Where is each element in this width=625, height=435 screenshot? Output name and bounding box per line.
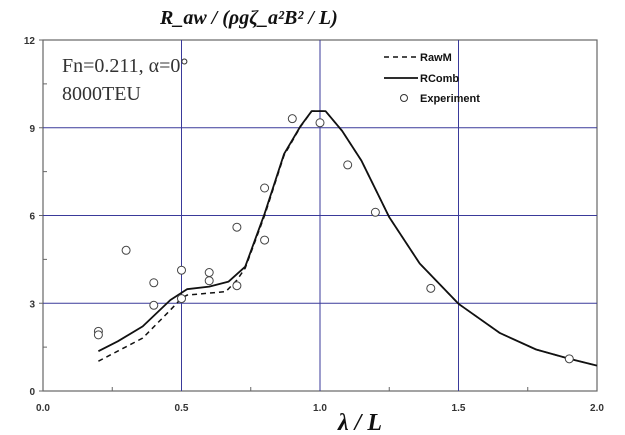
y-tick-label: 9 — [29, 124, 35, 135]
x-tick-label: 0.5 — [175, 403, 189, 414]
experiment-point — [260, 183, 270, 193]
experiment-point — [93, 330, 103, 340]
experiment-point — [149, 278, 159, 288]
experiment-point — [426, 283, 436, 293]
legend: RawM RComb Experiment — [384, 52, 480, 105]
series — [93, 110, 598, 367]
experiment-point — [204, 276, 214, 286]
rcomb-line — [97, 110, 598, 367]
y-tick-label: 6 — [29, 212, 35, 223]
annotation-ship: 8000TEU — [62, 83, 141, 105]
experiment-point — [177, 294, 186, 304]
experiment-point — [315, 118, 325, 128]
legend-rcomb-label: RComb — [420, 73, 459, 85]
x-tick-label: 1.0 — [313, 403, 327, 414]
annotation-fn: Fn=0.211, α=0° — [62, 55, 188, 77]
legend-experiment-marker — [400, 94, 408, 102]
x-tick-label: 1.5 — [452, 403, 466, 414]
experiment-point — [204, 268, 214, 278]
experiment-point — [149, 300, 159, 310]
experiment-point — [260, 235, 270, 245]
experiment-point — [232, 222, 242, 232]
chart-title: R_aw / (ρgζ_a²B² / L) — [159, 7, 338, 29]
x-tick-label: 2.0 — [590, 403, 604, 414]
x-axis-label: λ / L — [337, 410, 382, 435]
legend-experiment-label: Experiment — [420, 93, 480, 105]
y-tick-label: 12 — [24, 36, 36, 47]
legend-rawm-label: RawM — [420, 52, 452, 64]
experiment-point — [564, 354, 574, 364]
x-tick-label: 0.0 — [36, 403, 50, 414]
experiment-point — [287, 114, 297, 124]
rawm-line — [98, 110, 598, 367]
grid — [42, 39, 598, 392]
y-tick-label: 3 — [29, 299, 35, 310]
experiment-point — [121, 245, 131, 255]
experiment-point — [177, 265, 186, 275]
experiment-point — [370, 207, 380, 217]
ticks: 0.0 0.5 1.0 1.5 2.0 0 3 6 9 12 — [24, 36, 605, 414]
experiment-point — [232, 281, 242, 291]
y-tick-label: 0 — [29, 387, 35, 398]
experiment-point — [343, 160, 353, 170]
